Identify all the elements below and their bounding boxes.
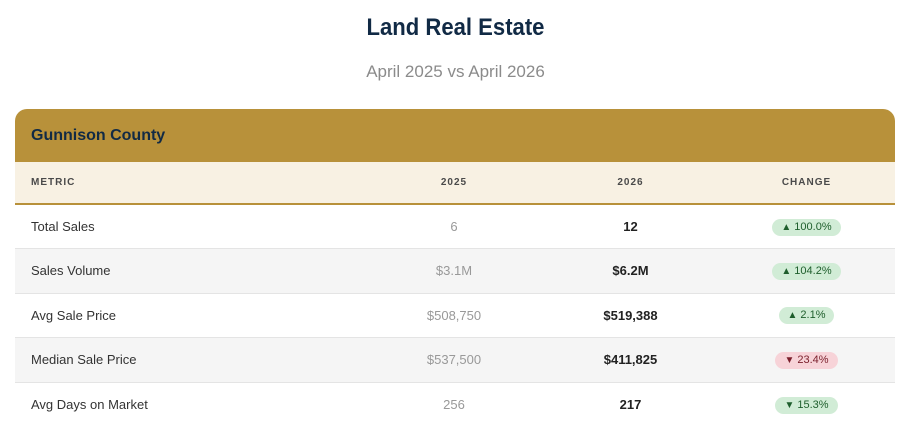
metric-label: Avg Days on Market: [31, 397, 148, 412]
county-card: Gunnison County METRIC 2025 2026 CHANGE …: [15, 109, 895, 440]
value-2026: $519,388: [603, 307, 658, 323]
value-2026: 12: [623, 219, 638, 234]
metric-label: Sales Volume: [31, 263, 111, 279]
value-2025: 256: [443, 397, 465, 412]
metrics-table: METRIC 2025 2026 CHANGE Total Sales 6 12…: [15, 162, 895, 427]
table-row: Avg Days on Market 256 217 ▼ 15.3%: [15, 382, 895, 427]
metric-label: Avg Sale Price: [31, 307, 117, 323]
up-arrow-icon: ▲: [787, 310, 798, 322]
change-value: 100.0%: [794, 220, 832, 233]
change-value: 15.3%: [797, 398, 829, 411]
table-header-row: METRIC 2025 2026 CHANGE: [15, 162, 895, 205]
change-badge: ▲ 100.0%: [772, 218, 841, 236]
value-2025: $508,750: [426, 307, 482, 323]
table-row: Sales Volume $3.1M $6.2M ▲ 104.2%: [15, 248, 895, 293]
down-arrow-icon: ▼: [784, 354, 795, 366]
metric-label: Median Sale Price: [31, 352, 137, 368]
up-arrow-icon: ▲: [781, 221, 792, 233]
table-row: Total Sales 6 12 ▲ 100.0%: [15, 204, 895, 249]
county-header: Gunnison County: [15, 109, 895, 162]
change-value: 23.4%: [797, 353, 829, 366]
column-header-change: CHANGE: [718, 162, 895, 205]
change-value: 2.1%: [800, 309, 826, 322]
column-header-metric: METRIC: [15, 162, 365, 205]
change-badge: ▼ 15.3%: [775, 396, 838, 414]
down-arrow-icon: ▼: [784, 399, 795, 411]
value-2025: $3.1M: [435, 263, 473, 279]
value-2025: $537,500: [426, 352, 482, 368]
change-badge: ▼ 23.4%: [775, 351, 838, 369]
table-row: Median Sale Price $537,500 $411,825 ▼ 23.…: [15, 337, 895, 382]
value-2026: $6.2M: [612, 263, 649, 279]
column-header-2026: 2026: [543, 162, 718, 205]
value-2026: 217: [619, 397, 642, 412]
page-title: Land Real Estate: [366, 14, 545, 41]
page-subtitle: April 2025 vs April 2026: [366, 62, 545, 81]
value-2025: 6: [450, 219, 458, 234]
value-2026: $411,825: [603, 352, 658, 368]
change-badge: ▲ 2.1%: [778, 307, 835, 325]
table-row: Avg Sale Price $508,750 $519,388 ▲ 2.1%: [15, 293, 895, 338]
change-value: 104.2%: [794, 264, 832, 277]
metric-label: Total Sales: [31, 219, 95, 234]
up-arrow-icon: ▲: [781, 265, 792, 277]
change-badge: ▲ 104.2%: [772, 262, 841, 280]
column-header-2025: 2025: [365, 162, 543, 205]
